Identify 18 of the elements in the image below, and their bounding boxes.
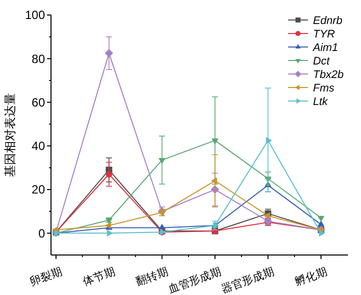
x-tick-label: 孵化期 — [294, 266, 329, 288]
legend-label: TYR — [313, 28, 336, 40]
y-tick-label: 20 — [32, 182, 46, 197]
y-tick-label: 0 — [38, 226, 46, 240]
y-tick-label: 80 — [32, 52, 46, 66]
legend-label: Dct — [313, 55, 330, 68]
y-tick-label: 100 — [24, 8, 46, 22]
x-tick-label: 卵裂期 — [28, 264, 64, 288]
legend-label: Ltk — [313, 96, 328, 108]
x-tick-label: 体节期 — [81, 264, 117, 288]
legend-label: Ednrb — [313, 14, 342, 27]
legend-label: Fms — [313, 82, 335, 94]
legend-label: Tbx2b — [313, 68, 344, 81]
y-axis-title: 基因相对表达量 — [3, 93, 17, 177]
x-tick-label: 翻转期 — [134, 264, 170, 288]
y-tick-label: 60 — [32, 95, 46, 110]
legend-label: Aim1 — [312, 42, 338, 54]
y-tick-label: 40 — [32, 139, 46, 154]
